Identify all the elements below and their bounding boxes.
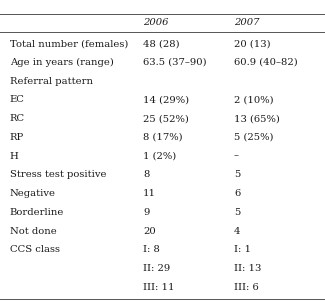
Text: 5: 5 [234, 170, 240, 179]
Text: 20: 20 [143, 227, 156, 236]
Text: –: – [234, 152, 239, 161]
Text: 13 (65%): 13 (65%) [234, 114, 280, 123]
Text: 5 (25%): 5 (25%) [234, 133, 274, 142]
Text: 48 (28): 48 (28) [143, 39, 180, 48]
Text: 2007: 2007 [234, 18, 259, 27]
Text: 63.5 (37–90): 63.5 (37–90) [143, 58, 207, 67]
Text: 11: 11 [143, 189, 156, 198]
Text: 6: 6 [234, 189, 240, 198]
Text: Borderline: Borderline [10, 208, 64, 217]
Text: RP: RP [10, 133, 24, 142]
Text: 1 (2%): 1 (2%) [143, 152, 176, 161]
Text: 14 (29%): 14 (29%) [143, 95, 189, 104]
Text: CCS class: CCS class [10, 245, 60, 254]
Text: Not done: Not done [10, 227, 57, 236]
Text: 5: 5 [234, 208, 240, 217]
Text: 20 (13): 20 (13) [234, 39, 271, 48]
Text: I: 8: I: 8 [143, 245, 160, 254]
Text: H: H [10, 152, 19, 161]
Text: Age in years (range): Age in years (range) [10, 58, 114, 67]
Text: II: 29: II: 29 [143, 264, 170, 273]
Text: 8: 8 [143, 170, 150, 179]
Text: 25 (52%): 25 (52%) [143, 114, 189, 123]
Text: 9: 9 [143, 208, 150, 217]
Text: 2 (10%): 2 (10%) [234, 95, 274, 104]
Text: I: 1: I: 1 [234, 245, 251, 254]
Text: III: 11: III: 11 [143, 283, 175, 292]
Text: III: 6: III: 6 [234, 283, 259, 292]
Text: Stress test positive: Stress test positive [10, 170, 106, 179]
Text: Referral pattern: Referral pattern [10, 77, 93, 86]
Text: Total number (females): Total number (females) [10, 39, 128, 48]
Text: Negative: Negative [10, 189, 56, 198]
Text: 4: 4 [234, 227, 240, 236]
Text: 60.9 (40–82): 60.9 (40–82) [234, 58, 298, 67]
Text: EC: EC [10, 95, 25, 104]
Text: 2006: 2006 [143, 18, 168, 27]
Text: 8 (17%): 8 (17%) [143, 133, 183, 142]
Text: II: 13: II: 13 [234, 264, 261, 273]
Text: RC: RC [10, 114, 25, 123]
